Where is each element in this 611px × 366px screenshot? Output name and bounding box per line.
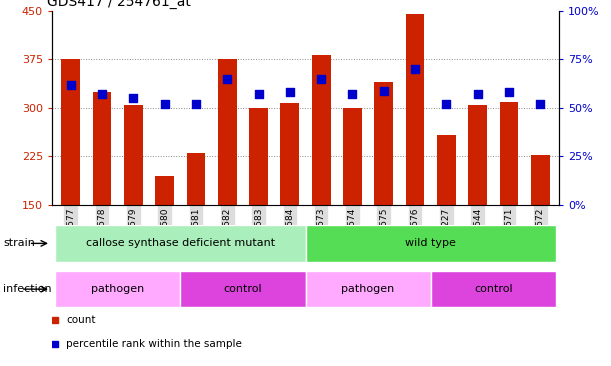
Bar bbox=[437, 135, 456, 205]
Text: count: count bbox=[66, 315, 95, 325]
Bar bbox=[180, 271, 306, 307]
Bar bbox=[249, 108, 268, 205]
Point bbox=[66, 82, 76, 87]
Text: pathogen: pathogen bbox=[91, 284, 144, 294]
Point bbox=[442, 101, 452, 107]
Bar bbox=[55, 225, 306, 262]
Bar bbox=[531, 154, 550, 205]
Bar bbox=[124, 105, 143, 205]
Text: pathogen: pathogen bbox=[342, 284, 395, 294]
Text: control: control bbox=[224, 284, 262, 294]
Bar bbox=[61, 60, 80, 205]
Point bbox=[191, 101, 201, 107]
Point bbox=[316, 76, 326, 82]
Bar bbox=[93, 92, 111, 205]
Text: strain: strain bbox=[3, 238, 35, 249]
Bar bbox=[312, 55, 331, 205]
Point bbox=[379, 87, 389, 93]
Text: wild type: wild type bbox=[405, 238, 456, 249]
Bar bbox=[218, 60, 236, 205]
Bar bbox=[406, 14, 425, 205]
Bar bbox=[155, 176, 174, 205]
Point bbox=[159, 101, 169, 107]
Bar bbox=[468, 105, 487, 205]
Point bbox=[504, 90, 514, 96]
Text: percentile rank within the sample: percentile rank within the sample bbox=[66, 339, 242, 349]
Point bbox=[473, 92, 483, 97]
Text: callose synthase deficient mutant: callose synthase deficient mutant bbox=[86, 238, 275, 249]
Text: infection: infection bbox=[3, 284, 52, 294]
Point bbox=[535, 101, 545, 107]
Bar bbox=[306, 225, 556, 262]
Point bbox=[222, 76, 232, 82]
Bar bbox=[186, 153, 205, 205]
Point bbox=[348, 92, 357, 97]
Text: GDS417 / 254761_at: GDS417 / 254761_at bbox=[47, 0, 191, 8]
Point bbox=[285, 90, 295, 96]
Bar bbox=[375, 82, 393, 205]
Bar bbox=[431, 271, 556, 307]
Bar bbox=[306, 271, 431, 307]
Bar bbox=[500, 101, 518, 205]
Bar bbox=[280, 103, 299, 205]
Point bbox=[128, 96, 138, 101]
Text: control: control bbox=[474, 284, 513, 294]
Bar bbox=[343, 108, 362, 205]
Point bbox=[254, 92, 263, 97]
Point bbox=[410, 66, 420, 72]
Bar bbox=[55, 271, 180, 307]
Point bbox=[97, 92, 107, 97]
